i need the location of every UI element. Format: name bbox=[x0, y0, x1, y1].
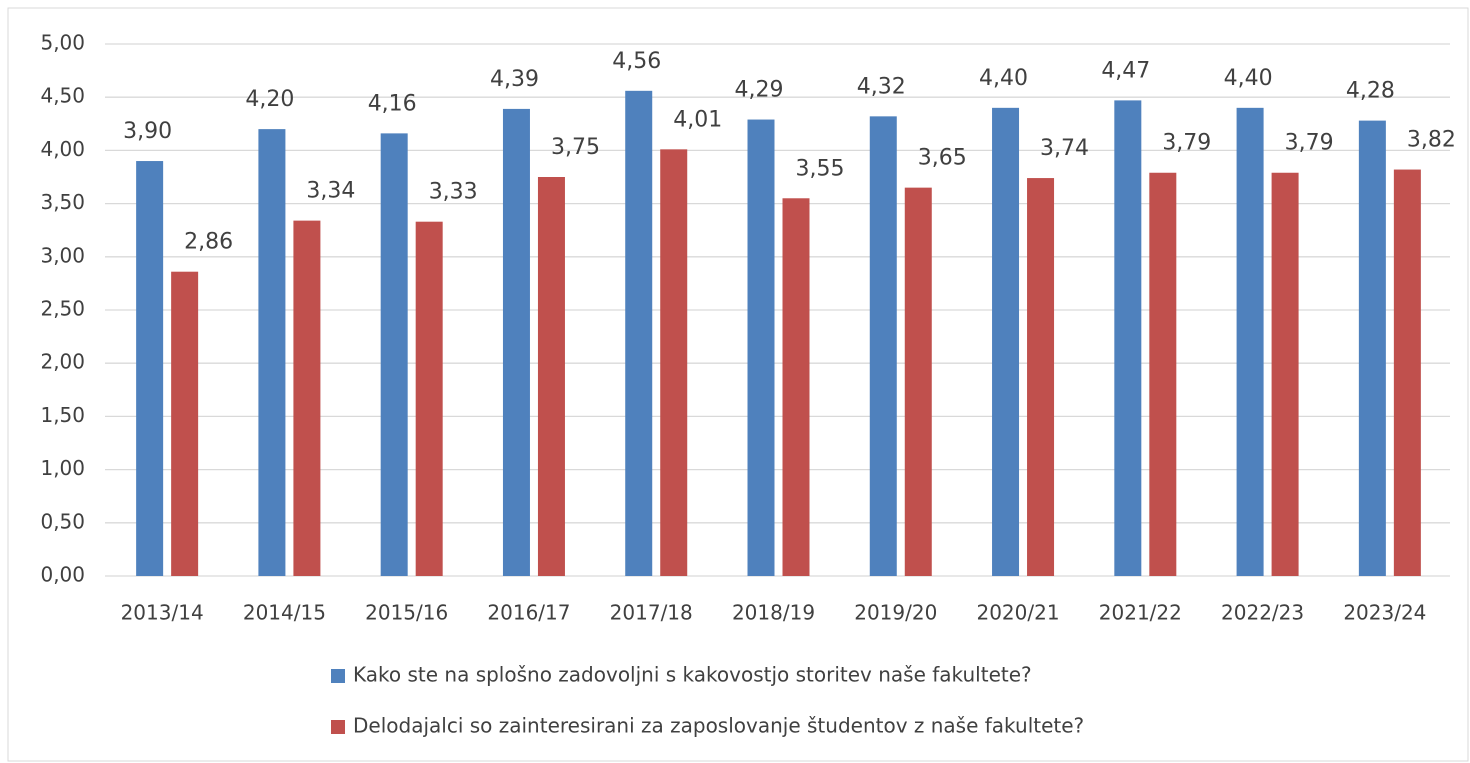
data-label: 4,29 bbox=[735, 78, 784, 103]
data-label: 4,56 bbox=[612, 49, 661, 74]
data-label: 3,82 bbox=[1407, 128, 1456, 153]
data-label: 3,79 bbox=[1162, 131, 1211, 156]
bar bbox=[415, 221, 443, 577]
data-label: 4,40 bbox=[1224, 66, 1273, 91]
data-label: 4,20 bbox=[245, 87, 294, 112]
y-tick-label: 1,50 bbox=[40, 403, 85, 427]
bar bbox=[502, 108, 530, 577]
y-tick-label: 4,50 bbox=[40, 84, 85, 108]
data-label: 2,86 bbox=[184, 230, 233, 255]
bar bbox=[1236, 107, 1264, 576]
x-tick-label: 2020/21 bbox=[976, 601, 1059, 625]
data-label: 3,90 bbox=[123, 119, 172, 144]
data-label: 3,65 bbox=[918, 146, 967, 171]
data-label: 4,01 bbox=[673, 107, 722, 132]
data-label: 3,33 bbox=[429, 180, 478, 205]
data-label: 4,40 bbox=[979, 66, 1028, 91]
bar bbox=[992, 107, 1020, 576]
bar bbox=[1149, 172, 1177, 576]
x-tick-label: 2016/17 bbox=[487, 601, 570, 625]
legend-label: Delodajalci so zainteresirani za zaposlo… bbox=[353, 714, 1084, 738]
bar bbox=[904, 187, 932, 576]
y-tick-label: 0,00 bbox=[40, 563, 85, 587]
x-tick-label: 2021/22 bbox=[1099, 601, 1182, 625]
bar bbox=[537, 177, 565, 576]
bar bbox=[660, 149, 688, 576]
bar bbox=[136, 161, 164, 577]
bar bbox=[869, 116, 897, 577]
x-tick-label: 2019/20 bbox=[854, 601, 937, 625]
y-tick-label: 3,50 bbox=[40, 190, 85, 214]
data-label: 4,16 bbox=[368, 91, 417, 116]
x-tick-label: 2013/14 bbox=[121, 601, 204, 625]
x-tick-label: 2015/16 bbox=[365, 601, 448, 625]
bar bbox=[1271, 172, 1299, 576]
bar bbox=[782, 198, 810, 576]
legend-swatch bbox=[331, 669, 345, 683]
bar bbox=[1393, 169, 1421, 576]
bar bbox=[293, 220, 321, 576]
x-tick-label: 2022/23 bbox=[1221, 601, 1304, 625]
bar bbox=[625, 90, 653, 576]
y-tick-label: 1,00 bbox=[40, 456, 85, 480]
x-tick-label: 2014/15 bbox=[243, 601, 326, 625]
y-tick-label: 4,00 bbox=[40, 137, 85, 161]
data-label: 3,74 bbox=[1040, 136, 1089, 161]
x-tick-label: 2023/24 bbox=[1343, 601, 1426, 625]
y-tick-label: 2,50 bbox=[40, 297, 85, 321]
legend-swatch bbox=[331, 720, 345, 734]
bar bbox=[258, 129, 286, 576]
data-label: 4,39 bbox=[490, 67, 539, 92]
legend-label: Kako ste na splošno zadovoljni s kakovos… bbox=[353, 663, 1032, 687]
x-tick-label: 2017/18 bbox=[610, 601, 693, 625]
bar bbox=[747, 119, 775, 576]
y-tick-label: 2,00 bbox=[40, 350, 85, 374]
x-tick-label: 2018/19 bbox=[732, 601, 815, 625]
y-tick-label: 5,00 bbox=[40, 31, 85, 55]
bar bbox=[1114, 100, 1142, 576]
y-tick-label: 0,50 bbox=[40, 509, 85, 533]
data-label: 4,32 bbox=[857, 74, 906, 99]
bar bbox=[1358, 120, 1386, 576]
bar bbox=[171, 271, 199, 576]
data-label: 3,55 bbox=[796, 156, 845, 181]
data-label: 3,34 bbox=[306, 179, 355, 204]
chart-frame bbox=[7, 7, 1469, 762]
bar bbox=[1027, 178, 1055, 576]
data-label: 3,75 bbox=[551, 135, 600, 160]
y-tick-label: 3,00 bbox=[40, 243, 85, 267]
data-label: 3,79 bbox=[1285, 131, 1334, 156]
data-label: 4,47 bbox=[1101, 58, 1150, 83]
data-label: 4,28 bbox=[1346, 79, 1395, 104]
bar bbox=[380, 133, 408, 576]
